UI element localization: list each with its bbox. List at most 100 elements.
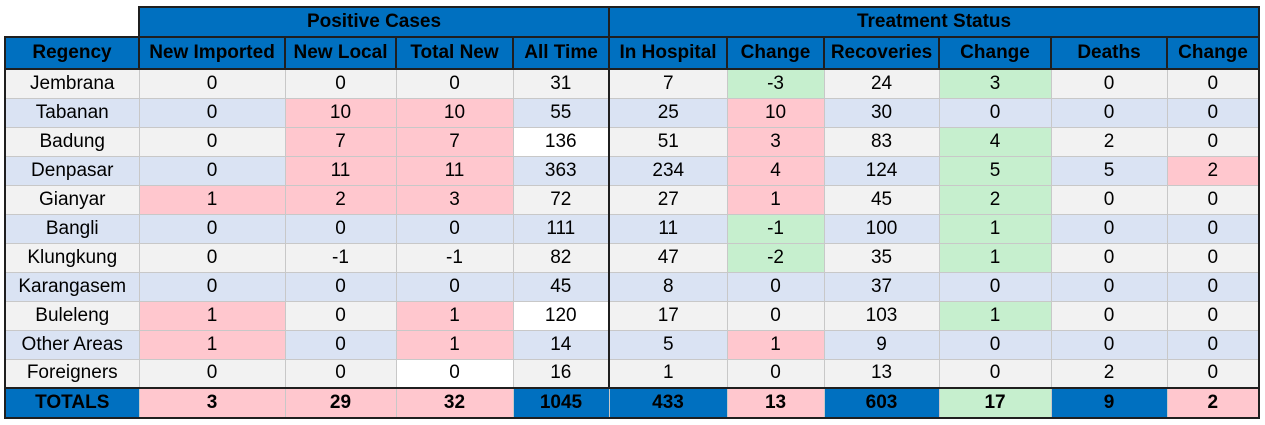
in-hospital-cell: 17 bbox=[608, 300, 728, 331]
regency-cell: Jembrana bbox=[4, 68, 140, 99]
deaths-change-cell: 0 bbox=[1166, 358, 1261, 389]
hospital-change-cell: 0 bbox=[726, 271, 825, 302]
new-imported-cell: 1 bbox=[138, 300, 286, 331]
new-imported-cell: 1 bbox=[138, 329, 286, 360]
recoveries-change-cell: 3 bbox=[938, 68, 1052, 99]
new-local-cell: 0 bbox=[284, 358, 397, 389]
total-new-cell: 0 bbox=[395, 358, 514, 389]
col-new-imported: New Imported bbox=[138, 36, 286, 70]
deaths-cell: 0 bbox=[1050, 329, 1168, 360]
new-imported-cell: 0 bbox=[138, 68, 286, 99]
total-new-cell: 11 bbox=[395, 155, 514, 186]
new-local-cell: 2 bbox=[284, 184, 397, 215]
deaths-cell: 0 bbox=[1050, 97, 1168, 128]
hospital-change-cell: 0 bbox=[726, 300, 825, 331]
col-deaths-change: Change bbox=[1166, 36, 1261, 70]
recoveries-cell: 103 bbox=[823, 300, 940, 331]
all-time-cell: 82 bbox=[512, 242, 610, 273]
regency-cell: Bangli bbox=[4, 213, 140, 244]
total-deaths-change-cell: 2 bbox=[1166, 387, 1261, 419]
new-imported-cell: 0 bbox=[138, 358, 286, 389]
all-time-cell: 16 bbox=[512, 358, 610, 389]
deaths-cell: 0 bbox=[1050, 300, 1168, 331]
recoveries-change-cell: 1 bbox=[938, 300, 1052, 331]
recoveries-cell: 9 bbox=[823, 329, 940, 360]
col-recoveries: Recoveries bbox=[823, 36, 941, 70]
covid-table: Positive Cases Treatment Status Regency … bbox=[4, 6, 1261, 419]
all-time-cell: 45 bbox=[512, 271, 610, 302]
deaths-change-cell: 0 bbox=[1166, 329, 1261, 360]
col-recoveries-change: Change bbox=[938, 36, 1053, 70]
table-row: Bangli 0 0 0 111 11 -1 100 1 0 0 bbox=[4, 213, 1261, 244]
col-regency: Regency bbox=[4, 36, 140, 70]
new-local-cell: 0 bbox=[284, 329, 397, 360]
group-header-row: Positive Cases Treatment Status bbox=[4, 6, 1261, 38]
recoveries-change-cell: 1 bbox=[938, 213, 1052, 244]
table-row: Badung 0 7 7 136 51 3 83 4 2 0 bbox=[4, 126, 1261, 157]
total-total-new-cell: 32 bbox=[395, 387, 514, 419]
deaths-cell: 0 bbox=[1050, 213, 1168, 244]
regency-cell: Tabanan bbox=[4, 97, 140, 128]
in-hospital-cell: 7 bbox=[608, 68, 728, 99]
hospital-change-cell: -3 bbox=[726, 68, 825, 99]
in-hospital-cell: 25 bbox=[608, 97, 728, 128]
in-hospital-cell: 5 bbox=[608, 329, 728, 360]
recoveries-change-cell: 0 bbox=[938, 271, 1052, 302]
empty-corner bbox=[4, 6, 140, 38]
recoveries-cell: 124 bbox=[823, 155, 940, 186]
recoveries-cell: 83 bbox=[823, 126, 940, 157]
table-row: Other Areas 1 0 1 14 5 1 9 0 0 0 bbox=[4, 329, 1261, 360]
hospital-change-cell: 3 bbox=[726, 126, 825, 157]
regency-cell: Klungkung bbox=[4, 242, 140, 273]
hospital-change-cell: -1 bbox=[726, 213, 825, 244]
col-hospital-change: Change bbox=[726, 36, 826, 70]
new-imported-cell: 0 bbox=[138, 155, 286, 186]
hospital-change-cell: 4 bbox=[726, 155, 825, 186]
new-local-cell: 0 bbox=[284, 300, 397, 331]
deaths-change-cell: 2 bbox=[1166, 155, 1261, 186]
in-hospital-cell: 51 bbox=[608, 126, 728, 157]
new-local-cell: 7 bbox=[284, 126, 397, 157]
new-imported-cell: 0 bbox=[138, 271, 286, 302]
recoveries-change-cell: 0 bbox=[938, 358, 1052, 389]
deaths-change-cell: 0 bbox=[1166, 300, 1261, 331]
deaths-cell: 2 bbox=[1050, 126, 1168, 157]
total-new-cell: 1 bbox=[395, 300, 514, 331]
recoveries-cell: 100 bbox=[823, 213, 940, 244]
recoveries-change-cell: 1 bbox=[938, 242, 1052, 273]
in-hospital-cell: 27 bbox=[608, 184, 728, 215]
new-local-cell: 10 bbox=[284, 97, 397, 128]
recoveries-change-cell: 0 bbox=[938, 97, 1052, 128]
total-new-cell: 1 bbox=[395, 329, 514, 360]
table-row: Gianyar 1 2 3 72 27 1 45 2 0 0 bbox=[4, 184, 1261, 215]
deaths-change-cell: 0 bbox=[1166, 97, 1261, 128]
recoveries-cell: 45 bbox=[823, 184, 940, 215]
regency-cell: Other Areas bbox=[4, 329, 140, 360]
deaths-cell: 0 bbox=[1050, 242, 1168, 273]
in-hospital-cell: 1 bbox=[608, 358, 728, 389]
hospital-change-cell: 1 bbox=[726, 184, 825, 215]
recoveries-cell: 13 bbox=[823, 358, 940, 389]
hospital-change-cell: -2 bbox=[726, 242, 825, 273]
all-time-cell: 111 bbox=[512, 213, 610, 244]
table-row: Karangasem 0 0 0 45 8 0 37 0 0 0 bbox=[4, 271, 1261, 302]
deaths-cell: 0 bbox=[1050, 271, 1168, 302]
col-total-new: Total New bbox=[395, 36, 514, 70]
deaths-change-cell: 0 bbox=[1166, 242, 1261, 273]
recoveries-cell: 24 bbox=[823, 68, 940, 99]
all-time-cell: 31 bbox=[512, 68, 610, 99]
recoveries-cell: 30 bbox=[823, 97, 940, 128]
recoveries-cell: 35 bbox=[823, 242, 940, 273]
col-new-local: New Local bbox=[284, 36, 397, 70]
new-local-cell: 0 bbox=[284, 271, 397, 302]
recoveries-change-cell: 5 bbox=[938, 155, 1052, 186]
new-local-cell: 0 bbox=[284, 213, 397, 244]
total-new-cell: 7 bbox=[395, 126, 514, 157]
total-in-hospital-cell: 433 bbox=[608, 387, 728, 419]
all-time-cell: 363 bbox=[512, 155, 610, 186]
new-imported-cell: 0 bbox=[138, 126, 286, 157]
col-in-hospital: In Hospital bbox=[608, 36, 729, 70]
total-recoveries-change-cell: 17 bbox=[938, 387, 1052, 419]
recoveries-change-cell: 4 bbox=[938, 126, 1052, 157]
in-hospital-cell: 11 bbox=[608, 213, 728, 244]
